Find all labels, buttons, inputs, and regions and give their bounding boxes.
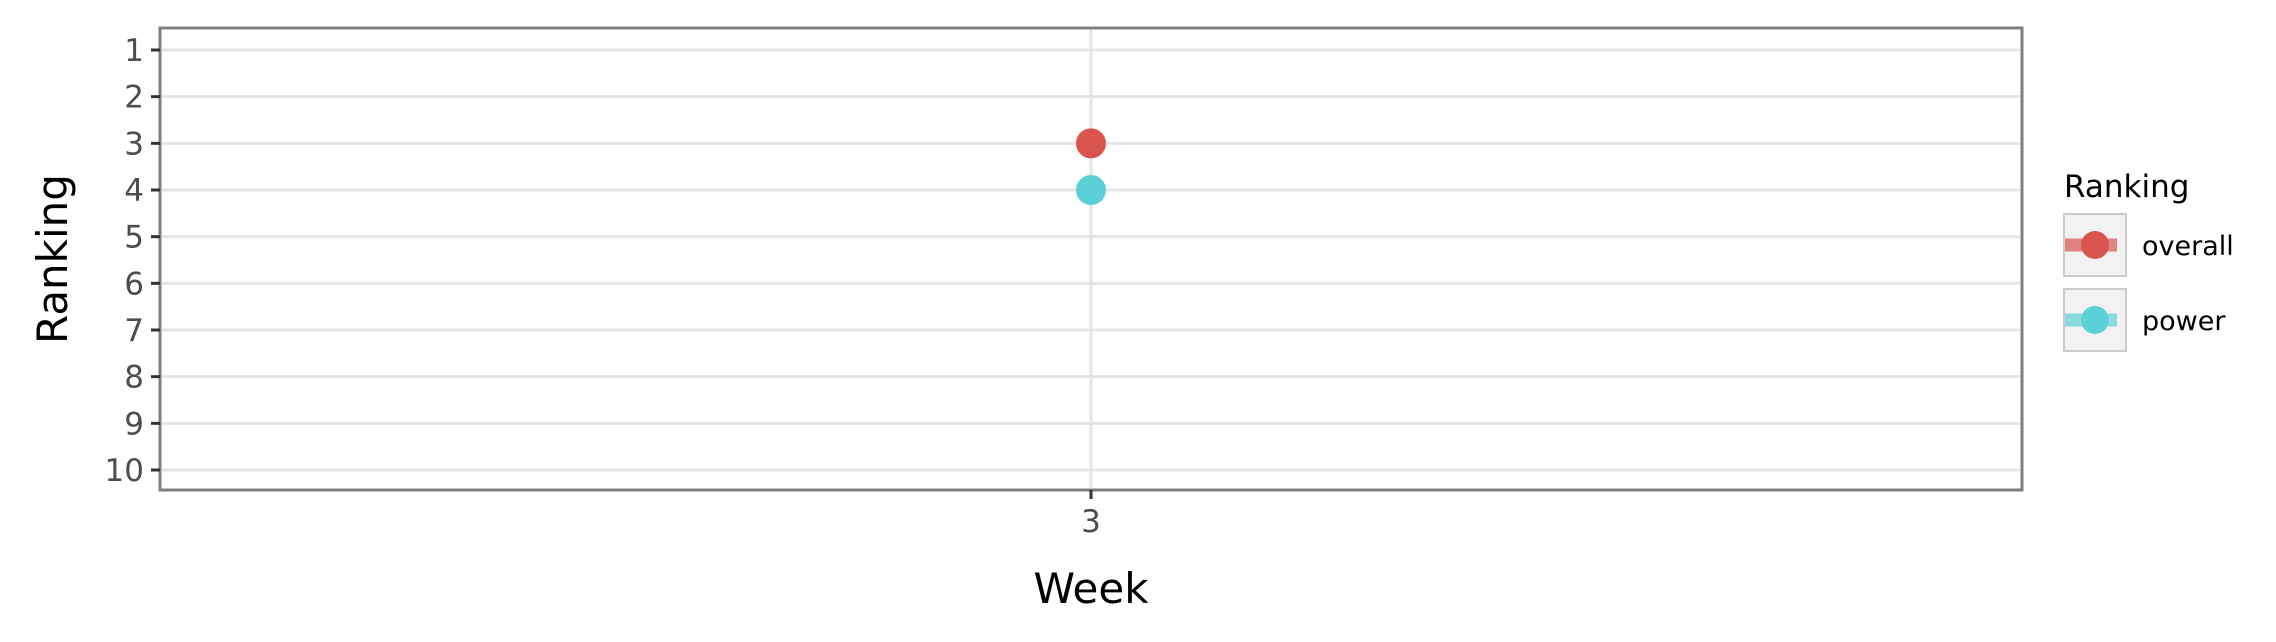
y-tick-label: 4 <box>124 173 144 209</box>
legend-label-power: power <box>2142 306 2226 337</box>
y-tick-label: 3 <box>124 126 144 162</box>
x-tick-label: 3 <box>1081 504 1101 540</box>
y-tick-label: 8 <box>124 360 144 396</box>
point-overall <box>1076 128 1106 159</box>
legend-label-overall: overall <box>2142 231 2234 262</box>
legend-title: Ranking <box>2064 169 2189 205</box>
y-tick-label: 7 <box>124 313 144 349</box>
x-axis: 3 <box>1081 490 1101 540</box>
y-axis-title: Ranking <box>28 174 77 344</box>
gridlines <box>162 30 2020 488</box>
data-points <box>1076 128 1106 205</box>
legend-marker-overall <box>2081 231 2109 259</box>
x-axis-title: Week <box>1033 564 1149 613</box>
legend-marker-power <box>2081 306 2109 334</box>
y-tick-label: 2 <box>124 80 144 116</box>
y-tick-label: 6 <box>124 266 144 302</box>
y-tick-label: 1 <box>124 33 144 69</box>
point-power <box>1076 175 1106 205</box>
y-axis: 1 2 3 4 5 6 7 8 9 10 <box>105 33 160 489</box>
y-tick-label: 5 <box>124 220 144 256</box>
y-tick-label: 9 <box>124 406 144 442</box>
legend: Ranking overall power <box>2063 169 2234 352</box>
y-tick-label: 10 <box>105 453 144 489</box>
